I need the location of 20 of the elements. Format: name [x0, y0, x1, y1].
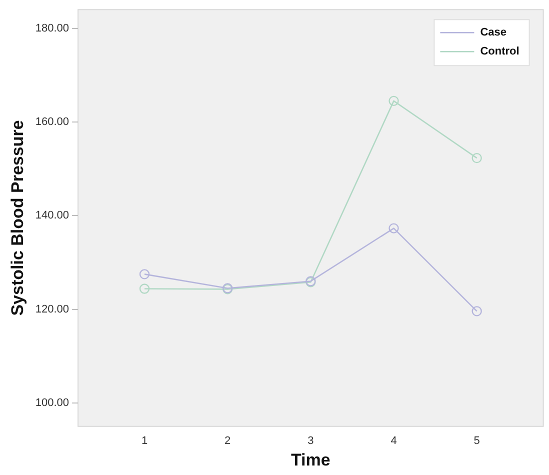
point	[472, 152, 482, 164]
x-tick-label: 4	[390, 435, 397, 448]
point	[388, 223, 399, 234]
x-axis-title: Time	[290, 450, 330, 470]
x-tick-label: 3	[308, 435, 314, 448]
y-tick-label: 100.00	[35, 397, 70, 410]
y-tick-label: 120.00	[35, 303, 70, 316]
point	[472, 306, 482, 316]
y-tick-label: 180.00	[35, 22, 70, 34]
y-tick-label: 140.00	[35, 210, 70, 222]
legend-label: Control	[480, 46, 520, 58]
y-tick-label: 160.00	[35, 116, 70, 128]
legend-label: Case	[480, 26, 506, 39]
x-tick-label: 5	[474, 435, 480, 448]
x-tick-label: 2	[224, 435, 231, 448]
x-tick-label: 1	[141, 435, 148, 448]
y-axis-title: Systolic Blood Pressure	[8, 120, 27, 316]
point	[139, 284, 150, 294]
point	[388, 96, 399, 106]
point	[139, 269, 150, 280]
